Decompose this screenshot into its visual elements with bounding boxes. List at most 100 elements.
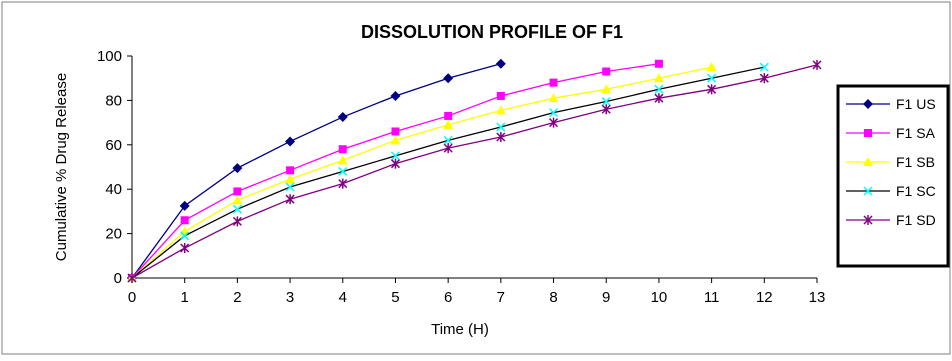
y-axis-label: Cumulative % Drug Release: [53, 73, 70, 261]
data-point-f1-sd: [549, 117, 559, 128]
legend-entry-f1-sc: F1 SC: [846, 183, 936, 199]
legend-entry-f1-sa: F1 SA: [846, 125, 936, 141]
data-point-f1-sc: [285, 182, 295, 192]
data-point-f1-us: [337, 112, 348, 123]
y-tick-label: 100: [97, 48, 122, 65]
data-point-f1-us: [179, 200, 190, 211]
y-tick-label: 60: [105, 137, 122, 154]
data-point-f1-sd: [127, 273, 137, 283]
data-point-f1-sc: [654, 84, 664, 94]
data-point-f1-sc: [549, 108, 559, 118]
x-tick-label: 6: [444, 289, 452, 306]
data-point-f1-sa: [338, 145, 347, 154]
y-tick-label: 80: [105, 92, 122, 109]
data-point-f1-sa: [286, 166, 295, 175]
legend-box: [836, 84, 950, 268]
legend: F1 US F1 SA F1 SB F1 SC F1 SD: [846, 96, 936, 228]
x-tick-label: 2: [233, 289, 241, 306]
legend-label: F1 SD: [896, 212, 936, 228]
x-tick-label: 10: [651, 289, 668, 306]
x-axis-label: Time (H): [431, 321, 489, 338]
legend-label: F1 SB: [896, 154, 935, 170]
marker-stroke: [232, 204, 242, 214]
y-tick-label: 20: [105, 226, 122, 243]
data-point-f1-sd: [812, 59, 822, 70]
data-point-f1-sd: [232, 216, 242, 227]
marker-stroke: [654, 84, 664, 94]
data-point-f1-sd: [601, 104, 611, 115]
legend-label: F1 US: [896, 96, 936, 112]
legend-swatch-marker: [863, 99, 873, 109]
x-tick-label: 11: [704, 289, 720, 306]
data-point-f1-sa: [233, 187, 242, 196]
data-point-f1-us: [495, 58, 506, 69]
data-point-f1-sa: [602, 67, 611, 76]
data-point-f1-sa: [180, 216, 189, 225]
marker-stroke: [180, 231, 190, 241]
x-tick-label: 3: [286, 289, 294, 306]
data-point-f1-sd: [496, 132, 506, 143]
data-point-f1-sa: [549, 78, 558, 87]
data-point-f1-sa: [496, 91, 505, 100]
marker-stroke: [759, 62, 769, 72]
marker-stroke: [338, 166, 348, 176]
legend-label: F1 SA: [896, 125, 936, 141]
data-point-f1-sc: [232, 204, 242, 214]
legend-swatch-marker: [863, 215, 873, 225]
legend-swatch-marker: [863, 186, 873, 196]
data-point-f1-sd: [338, 178, 348, 189]
data-point-f1-sc: [601, 96, 611, 107]
series-f1-sc: [127, 62, 769, 283]
series-layer: [127, 58, 822, 283]
data-point-f1-sc: [180, 231, 190, 241]
x-tick-label: 7: [497, 289, 505, 306]
y-tick-label: 0: [114, 270, 122, 287]
data-point-f1-us: [285, 136, 296, 147]
x-tick-label: 1: [181, 289, 189, 306]
data-point-f1-us: [232, 163, 243, 174]
data-point-f1-sc: [443, 135, 453, 145]
series-line-f1-us: [131, 63, 502, 279]
data-point-f1-sd: [707, 84, 717, 95]
x-tick-label: 13: [809, 289, 826, 306]
chart-title: DISSOLUTION PROFILE OF F1: [361, 22, 623, 42]
data-point-f1-sb: [706, 62, 717, 72]
legend-swatch-marker: [864, 129, 872, 137]
data-point-f1-sb: [443, 119, 454, 129]
data-point-f1-sb: [232, 195, 243, 205]
legend-entry-f1-sd: F1 SD: [846, 212, 936, 228]
legend-entry-f1-sb: F1 SB: [846, 154, 935, 170]
x-tick-label: 9: [602, 289, 610, 306]
data-point-f1-sc: [338, 166, 348, 176]
data-point-f1-us: [443, 73, 454, 84]
marker-stroke: [549, 108, 559, 118]
data-point-f1-sb: [495, 105, 506, 115]
data-point-f1-sd: [654, 93, 664, 104]
series-line-f1-sd: [131, 64, 818, 279]
data-point-f1-sc: [390, 151, 400, 161]
marker-stroke: [443, 135, 453, 145]
x-tick-label: 4: [339, 289, 347, 306]
data-point-f1-sb: [548, 93, 559, 103]
data-point-f1-sd: [443, 143, 453, 154]
series-line-f1-sb: [131, 66, 712, 279]
data-point-f1-sa: [391, 127, 400, 136]
series-f1-sd: [127, 59, 822, 283]
marker-stroke: [496, 122, 506, 132]
y-tick-label: 40: [105, 181, 122, 198]
marker-stroke: [285, 182, 295, 192]
data-point-f1-sb: [390, 135, 401, 145]
legend-entry-f1-us: F1 US: [846, 96, 936, 112]
data-point-f1-sc: [707, 73, 717, 83]
data-point-f1-sc: [496, 122, 506, 132]
legend-label: F1 SC: [896, 183, 936, 199]
marker-stroke: [601, 96, 611, 107]
data-point-f1-sb: [653, 73, 664, 83]
series-f1-sb: [127, 62, 717, 282]
chart-area-border: [1, 1, 951, 355]
data-point-f1-sd: [180, 243, 190, 254]
data-point-f1-sb: [601, 84, 612, 94]
